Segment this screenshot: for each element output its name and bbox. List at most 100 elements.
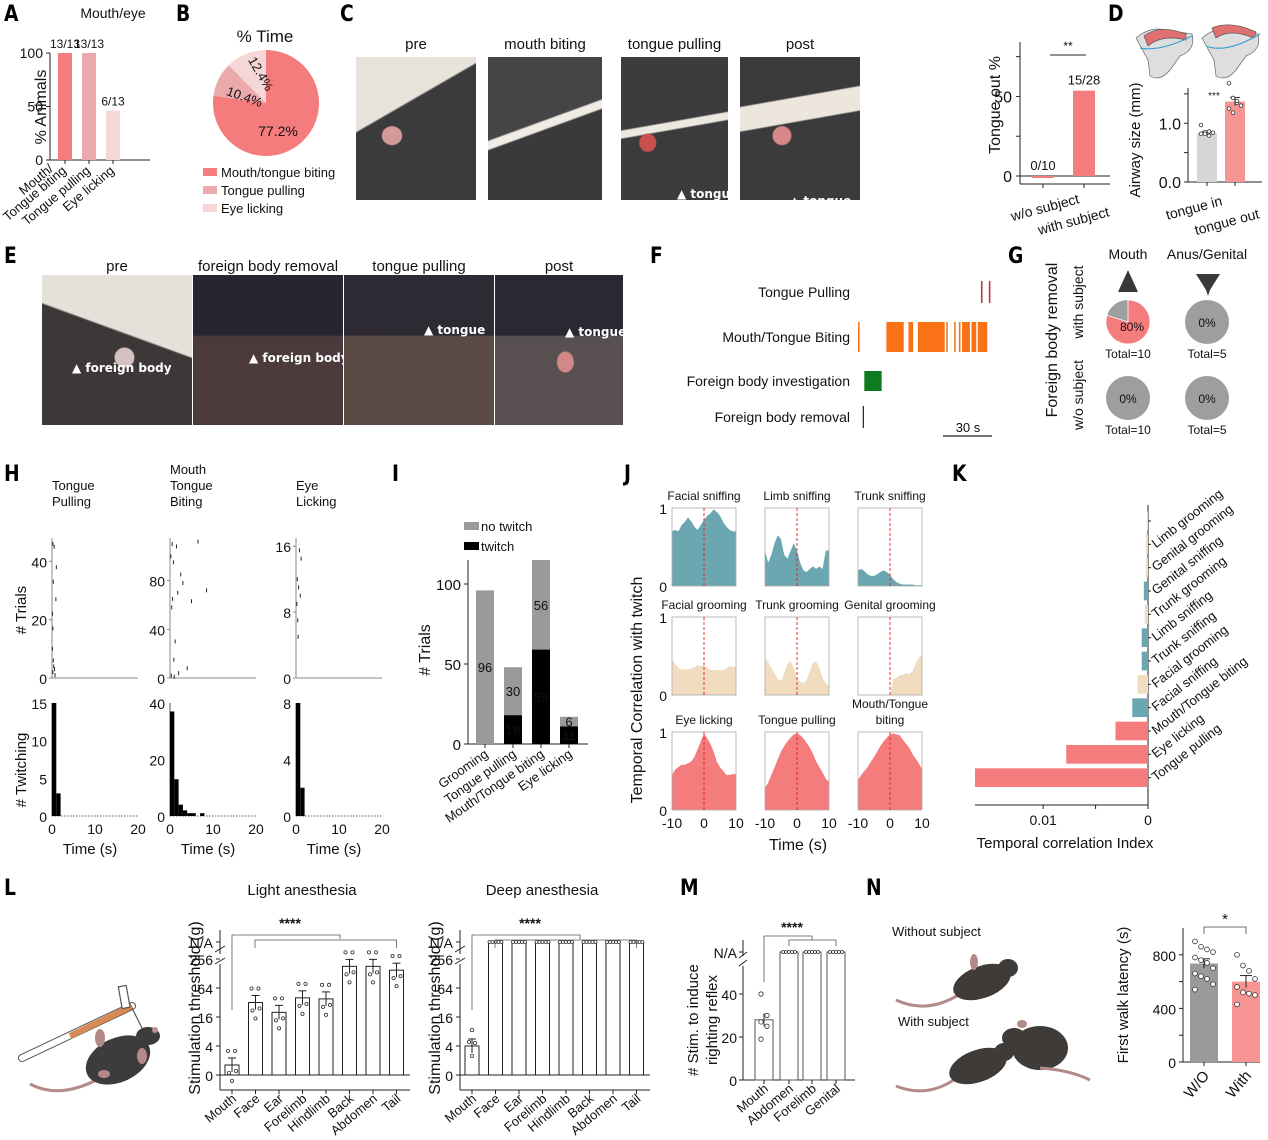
chart-l-ylabel: Stimulation threshold (g) xyxy=(187,921,204,1094)
chart-m-point xyxy=(784,950,788,954)
chart-l-axis-break xyxy=(214,957,226,965)
chart-i-data-label: 56 xyxy=(534,598,548,613)
chart-i-bar-twitch xyxy=(532,649,550,744)
chart-g-pie-base xyxy=(1106,376,1150,420)
chart-d-point xyxy=(1226,106,1232,111)
chart-h-subplot-title: Mouth xyxy=(170,462,206,477)
mouse-photo: ▲ foreign body xyxy=(193,275,343,425)
chart-i-data-label: 59 xyxy=(534,690,548,705)
chart-j-xtick-label: -10 xyxy=(755,815,775,831)
chart-m-point xyxy=(837,950,841,954)
panel-letter-a: A xyxy=(4,2,19,27)
chart-h-hist-bar xyxy=(56,793,61,816)
chart-l-xtick-label: Tail xyxy=(379,1091,404,1115)
chart-j-ytick-label: 0 xyxy=(659,803,667,819)
chart-j-ylabel: Temporal Correlation with twitch xyxy=(629,577,646,804)
chart-l-point xyxy=(617,940,621,944)
chart-n-bar xyxy=(1190,963,1218,1062)
chart-f-row-label: Foreign body removal xyxy=(715,409,850,425)
without-subject-label: Without subject xyxy=(892,924,981,939)
chart-d-significance: *** xyxy=(1208,91,1220,102)
chart-m-ytick-label: 0 xyxy=(729,1073,737,1089)
chart-l-title: Light anesthesia xyxy=(247,882,357,899)
chart-d-ytick-label: 1.0 xyxy=(1159,116,1181,133)
chart-a-ytick-label: 100 xyxy=(20,45,44,61)
chart-m-point xyxy=(758,1036,764,1042)
chart-h-ytick-label: 40 xyxy=(149,622,165,638)
mouse-supine-icon xyxy=(29,1027,160,1093)
chart-l-significance-bracket xyxy=(471,934,581,1010)
chart-l-point xyxy=(637,940,642,944)
chart-l-point xyxy=(253,1016,258,1021)
chart-d-point xyxy=(1230,110,1236,115)
mouse-photo: ▲ tongue xyxy=(621,57,728,200)
chart-l-point xyxy=(487,940,492,944)
chart-l-point xyxy=(520,940,524,944)
chart-d-point xyxy=(1198,122,1204,128)
chart-h-subplot-title: Tongue xyxy=(52,478,95,493)
chart-n-ytick-label: 0 xyxy=(1168,1055,1176,1071)
chart-l-point xyxy=(320,1004,325,1009)
chart-a-bar xyxy=(82,53,96,160)
panel-letter-e: E xyxy=(4,244,17,269)
chart-l-bar xyxy=(511,941,527,1076)
chart-l-ytick-label: 256 xyxy=(190,952,214,968)
chart-g-pie-label: 0% xyxy=(1198,392,1216,406)
chart-n-point xyxy=(1198,973,1204,980)
chart-h-xtick-label: 0 xyxy=(166,821,174,837)
chart-c-data-label: 15/28 xyxy=(1068,73,1101,88)
chart-l-point xyxy=(611,940,615,944)
chart-m-bar xyxy=(802,951,822,1081)
chart-j-xlabel: Time (s) xyxy=(769,837,827,854)
chart-l-point xyxy=(304,1001,309,1006)
chart-l-point xyxy=(558,940,562,944)
photo-annotation: ▲ tongue xyxy=(565,325,623,339)
chart-k-bar xyxy=(1145,535,1148,554)
chart-l-point xyxy=(567,940,571,944)
chart-n-point xyxy=(1210,949,1216,955)
chart-l-point xyxy=(584,940,589,944)
chart-i-legend-label: no twitch xyxy=(481,519,532,534)
chart-i-data-label: 11 xyxy=(562,728,576,743)
chart-l-point xyxy=(587,940,592,944)
chart-l-bar xyxy=(295,997,310,1076)
chart-d-point xyxy=(1234,98,1240,104)
chart-j-subplot-title: Mouth/Tongue xyxy=(852,697,928,711)
chart-l-point xyxy=(351,970,356,975)
chart-b-legend-swatch xyxy=(203,168,217,176)
chart-l-point xyxy=(628,940,633,944)
chart-j-ytick-label: 1 xyxy=(659,610,667,626)
chart-a-data-label: 13/13 xyxy=(74,37,104,51)
chart-l-point xyxy=(323,1012,328,1017)
chart-g-total-label: Total=5 xyxy=(1187,347,1226,361)
mouse-head-icon xyxy=(1118,270,1138,292)
chart-l-ytick-label: N/A xyxy=(190,935,214,951)
photo-annotation: ▲ tongue xyxy=(677,187,728,200)
chart-l-bar xyxy=(488,941,503,1076)
chart-b-slice-label: 77.2% xyxy=(258,123,298,139)
chart-i-bar-twitch xyxy=(560,726,578,744)
chart-f-event-bar xyxy=(962,322,970,352)
chart-h-subplot-title: Eye xyxy=(296,478,318,493)
chart-m-bar xyxy=(826,951,846,1081)
chart-m-point xyxy=(758,991,764,997)
chart-n-significance: * xyxy=(1222,911,1228,928)
chart-l-bar xyxy=(535,941,550,1076)
chart-h-hist-bar xyxy=(300,787,305,816)
chart-l-point xyxy=(296,981,301,986)
chart-b-slice xyxy=(228,50,266,103)
chart-h-hist-bar xyxy=(296,703,301,816)
chart-l-point xyxy=(590,940,595,944)
chart-n-point xyxy=(1252,976,1258,982)
panel-letter-m: M xyxy=(680,876,699,901)
chart-d-bar xyxy=(1225,101,1245,182)
chart-l-point xyxy=(277,1026,282,1031)
chart-m-point xyxy=(831,950,835,954)
chart-i-ylabel: # Trials xyxy=(417,624,434,676)
chart-m-significance: **** xyxy=(781,919,803,935)
